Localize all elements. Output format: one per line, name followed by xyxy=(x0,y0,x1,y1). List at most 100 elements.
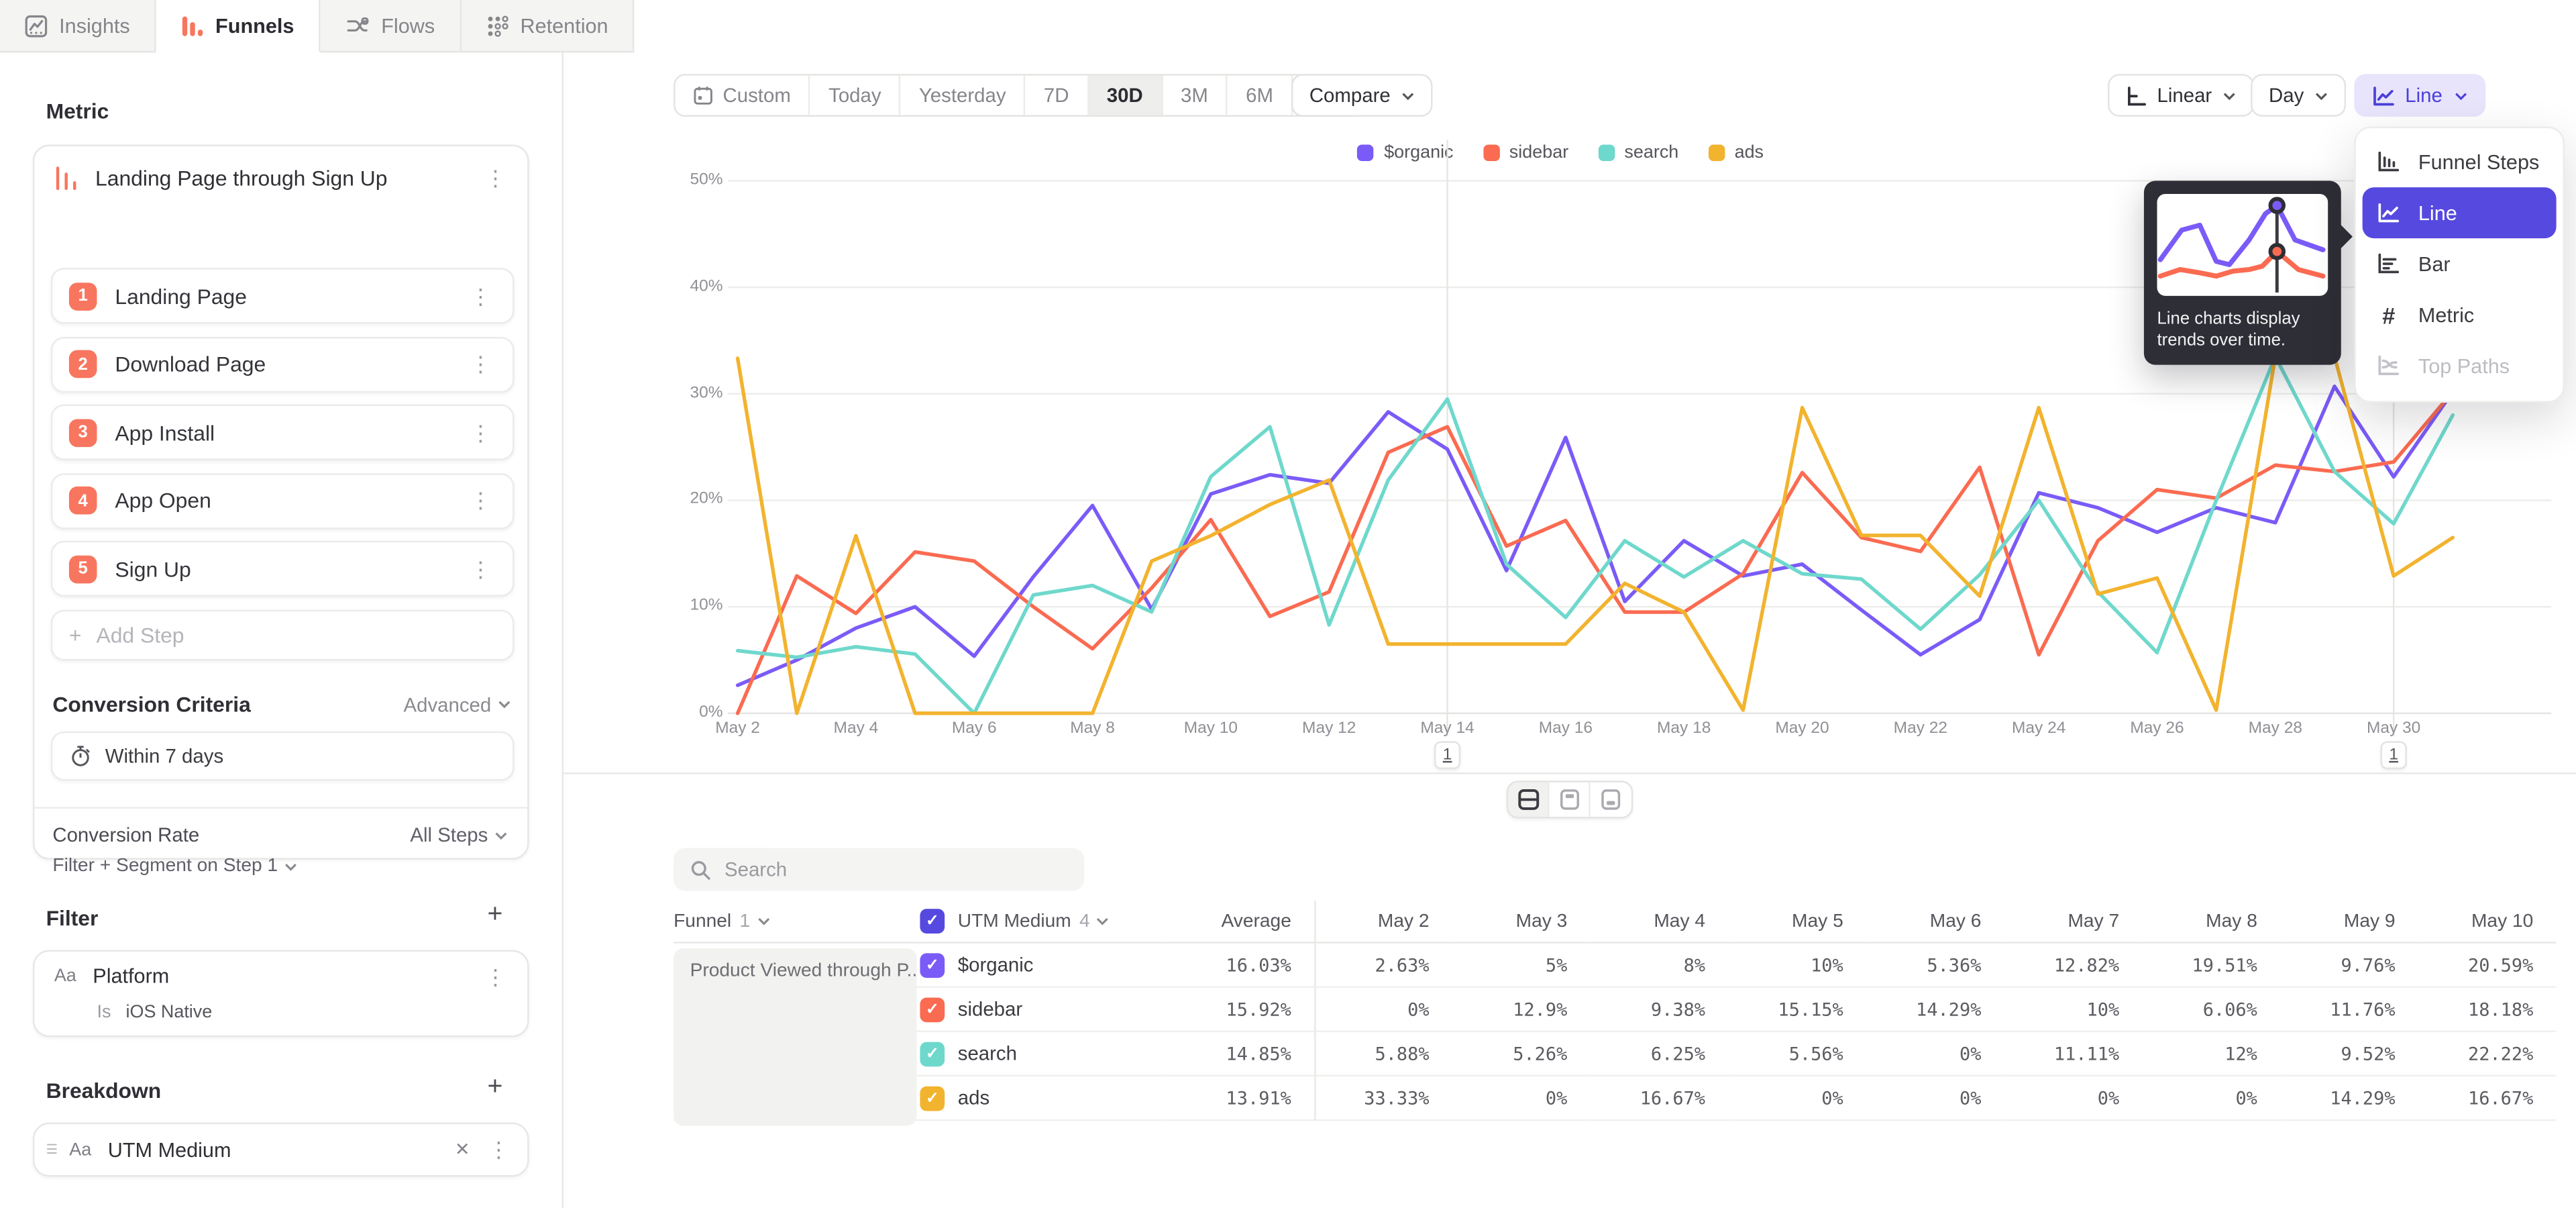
checkbox[interactable]: ✓ xyxy=(920,997,945,1022)
kebab-icon[interactable]: ⋮ xyxy=(470,283,492,309)
series-line[interactable] xyxy=(735,354,2455,715)
series-row-label[interactable]: ✓ sidebar xyxy=(920,988,1163,1032)
funnel-steps-icon xyxy=(2375,151,2402,172)
tooltip-arrow xyxy=(2339,223,2353,250)
column-header: May 6 xyxy=(1866,901,2004,944)
kebab-icon[interactable]: ⋮ xyxy=(488,1137,510,1162)
y-axis-tick: 50% xyxy=(690,170,723,189)
menu-item-bar[interactable]: Bar xyxy=(2356,238,2563,289)
breakdown-column-header[interactable]: ✓ UTM Medium 4 xyxy=(920,901,1163,944)
add-step-button[interactable]: + Add Step xyxy=(50,609,515,661)
y-axis-tick: 20% xyxy=(690,490,723,509)
conversion-rate-select[interactable]: All Steps xyxy=(410,823,507,846)
legend-item[interactable]: sidebar xyxy=(1483,143,1568,162)
legend-item[interactable]: ads xyxy=(1708,143,1764,162)
kebab-icon[interactable]: ⋮ xyxy=(470,556,492,581)
tab-funnels[interactable]: Funnels xyxy=(156,0,321,53)
funnel-name-cell[interactable]: Product Viewed through P... xyxy=(674,948,917,1126)
funnel-column-header[interactable]: Funnel 1 xyxy=(674,901,920,944)
metric-title: Landing Page through Sign Up xyxy=(95,165,388,190)
filter-value[interactable]: iOS Native xyxy=(125,1002,213,1023)
series-row-label[interactable]: ✓ $organic xyxy=(920,944,1163,988)
funnel-step[interactable]: 2 Download Page ⋮ xyxy=(50,336,515,393)
interval-button[interactable]: Day xyxy=(2251,74,2347,117)
series-row-label[interactable]: ✓ ads xyxy=(920,1076,1163,1121)
conversion-window[interactable]: Within 7 days xyxy=(50,731,515,781)
checkbox[interactable]: ✓ xyxy=(920,1041,945,1066)
retention-icon xyxy=(486,14,508,37)
funnel-step[interactable]: 3 App Install ⋮ xyxy=(50,404,515,460)
step-number-badge: 5 xyxy=(68,554,97,583)
chevron-down-icon xyxy=(494,831,508,840)
filter-card[interactable]: Aa Platform ⋮ Is iOS Native xyxy=(32,950,529,1038)
funnel-step[interactable]: 1 Landing Page ⋮ xyxy=(50,268,515,324)
checkbox[interactable]: ✓ xyxy=(920,909,945,934)
value-cell: 16.67% xyxy=(2418,1076,2557,1121)
scale-button[interactable]: Linear xyxy=(2108,74,2255,117)
filter-segment-toggle[interactable]: Filter + Segment on Step 1 xyxy=(52,856,297,876)
search-icon xyxy=(690,859,712,880)
checkbox[interactable]: ✓ xyxy=(920,1085,945,1111)
close-icon[interactable]: ✕ xyxy=(454,1140,470,1160)
chart-type-tooltip: Line charts display trends over time. xyxy=(2143,181,2353,365)
menu-item-line[interactable]: Line xyxy=(2362,187,2557,239)
range-today[interactable]: Today xyxy=(810,75,901,115)
tab-flows[interactable]: Flows xyxy=(320,0,462,53)
range-30d[interactable]: 30D xyxy=(1088,75,1163,115)
range-7d[interactable]: 7D xyxy=(1025,75,1089,115)
range-6m[interactable]: 6M xyxy=(1228,75,1293,115)
step-label: Sign Up xyxy=(115,556,191,581)
add-breakdown-button[interactable]: + xyxy=(487,1073,503,1101)
range-3m[interactable]: 3M xyxy=(1163,75,1228,115)
step-number-badge: 3 xyxy=(68,418,97,446)
compare-button[interactable]: Compare xyxy=(1291,74,1434,117)
series-line[interactable] xyxy=(735,389,2455,715)
table-search[interactable] xyxy=(674,848,1085,891)
value-cell: 6.06% xyxy=(2142,988,2281,1032)
metric-hash-icon: # xyxy=(2382,301,2396,328)
search-input[interactable] xyxy=(724,858,1068,881)
menu-item-top-paths: Top Paths xyxy=(2356,340,2563,391)
legend-item[interactable]: $organic xyxy=(1358,143,1454,162)
series-line[interactable] xyxy=(735,354,2455,715)
chart-type-button[interactable]: Line xyxy=(2354,74,2485,117)
value-cell: 19.51% xyxy=(2142,944,2281,988)
funnel-step[interactable]: 4 App Open ⋮ xyxy=(50,472,515,529)
view-toggle-group xyxy=(1506,781,1633,819)
drag-handle-icon[interactable]: ☰ xyxy=(46,1142,58,1158)
advanced-toggle[interactable]: Advanced xyxy=(404,693,511,716)
annotation-badge[interactable]: 1 xyxy=(1434,741,1461,770)
legend-item[interactable]: search xyxy=(1598,143,1678,162)
value-cell: 0% xyxy=(1866,1032,2004,1077)
filter-operator[interactable]: Is xyxy=(97,1002,111,1023)
menu-item-funnel-steps[interactable]: Funnel Steps xyxy=(2356,136,2563,187)
annotation-badge[interactable]: 1 xyxy=(2380,741,2407,770)
kebab-icon[interactable]: ⋮ xyxy=(484,165,506,190)
metric-card-header[interactable]: Landing Page through Sign Up ⋮ xyxy=(54,160,511,196)
table-only-view-icon[interactable] xyxy=(1591,783,1631,817)
kebab-icon[interactable]: ⋮ xyxy=(470,352,492,376)
range-custom[interactable]: Custom xyxy=(675,75,811,115)
kebab-icon[interactable]: ⋮ xyxy=(484,964,506,989)
series-line[interactable] xyxy=(735,384,2455,687)
value-cell: 5.36% xyxy=(1866,944,2004,988)
range-yesterday[interactable]: Yesterday xyxy=(900,75,1026,115)
series-row-label[interactable]: ✓ search xyxy=(920,1032,1163,1077)
add-filter-button[interactable]: + xyxy=(487,901,503,929)
step-label: App Install xyxy=(115,419,215,445)
checkbox[interactable]: ✓ xyxy=(920,952,945,977)
funnel-step[interactable]: 5 Sign Up ⋮ xyxy=(50,540,515,597)
chart-only-view-icon[interactable] xyxy=(1549,782,1591,817)
kebab-icon[interactable]: ⋮ xyxy=(470,488,492,513)
tab-insights[interactable]: Insights xyxy=(0,0,156,53)
value-cell: 20.59% xyxy=(2418,944,2557,988)
menu-item-metric[interactable]: # Metric xyxy=(2356,289,2563,340)
breakdown-card[interactable]: ☰ Aa UTM Medium ✕ ⋮ xyxy=(32,1122,529,1177)
kebab-icon[interactable]: ⋮ xyxy=(470,419,492,445)
step-label: App Open xyxy=(115,488,211,513)
column-header: May 10 xyxy=(2418,901,2557,944)
tab-retention[interactable]: Retention xyxy=(461,0,635,53)
x-axis-tick: May 8 xyxy=(1070,719,1115,738)
split-view-icon[interactable] xyxy=(1508,782,1550,817)
